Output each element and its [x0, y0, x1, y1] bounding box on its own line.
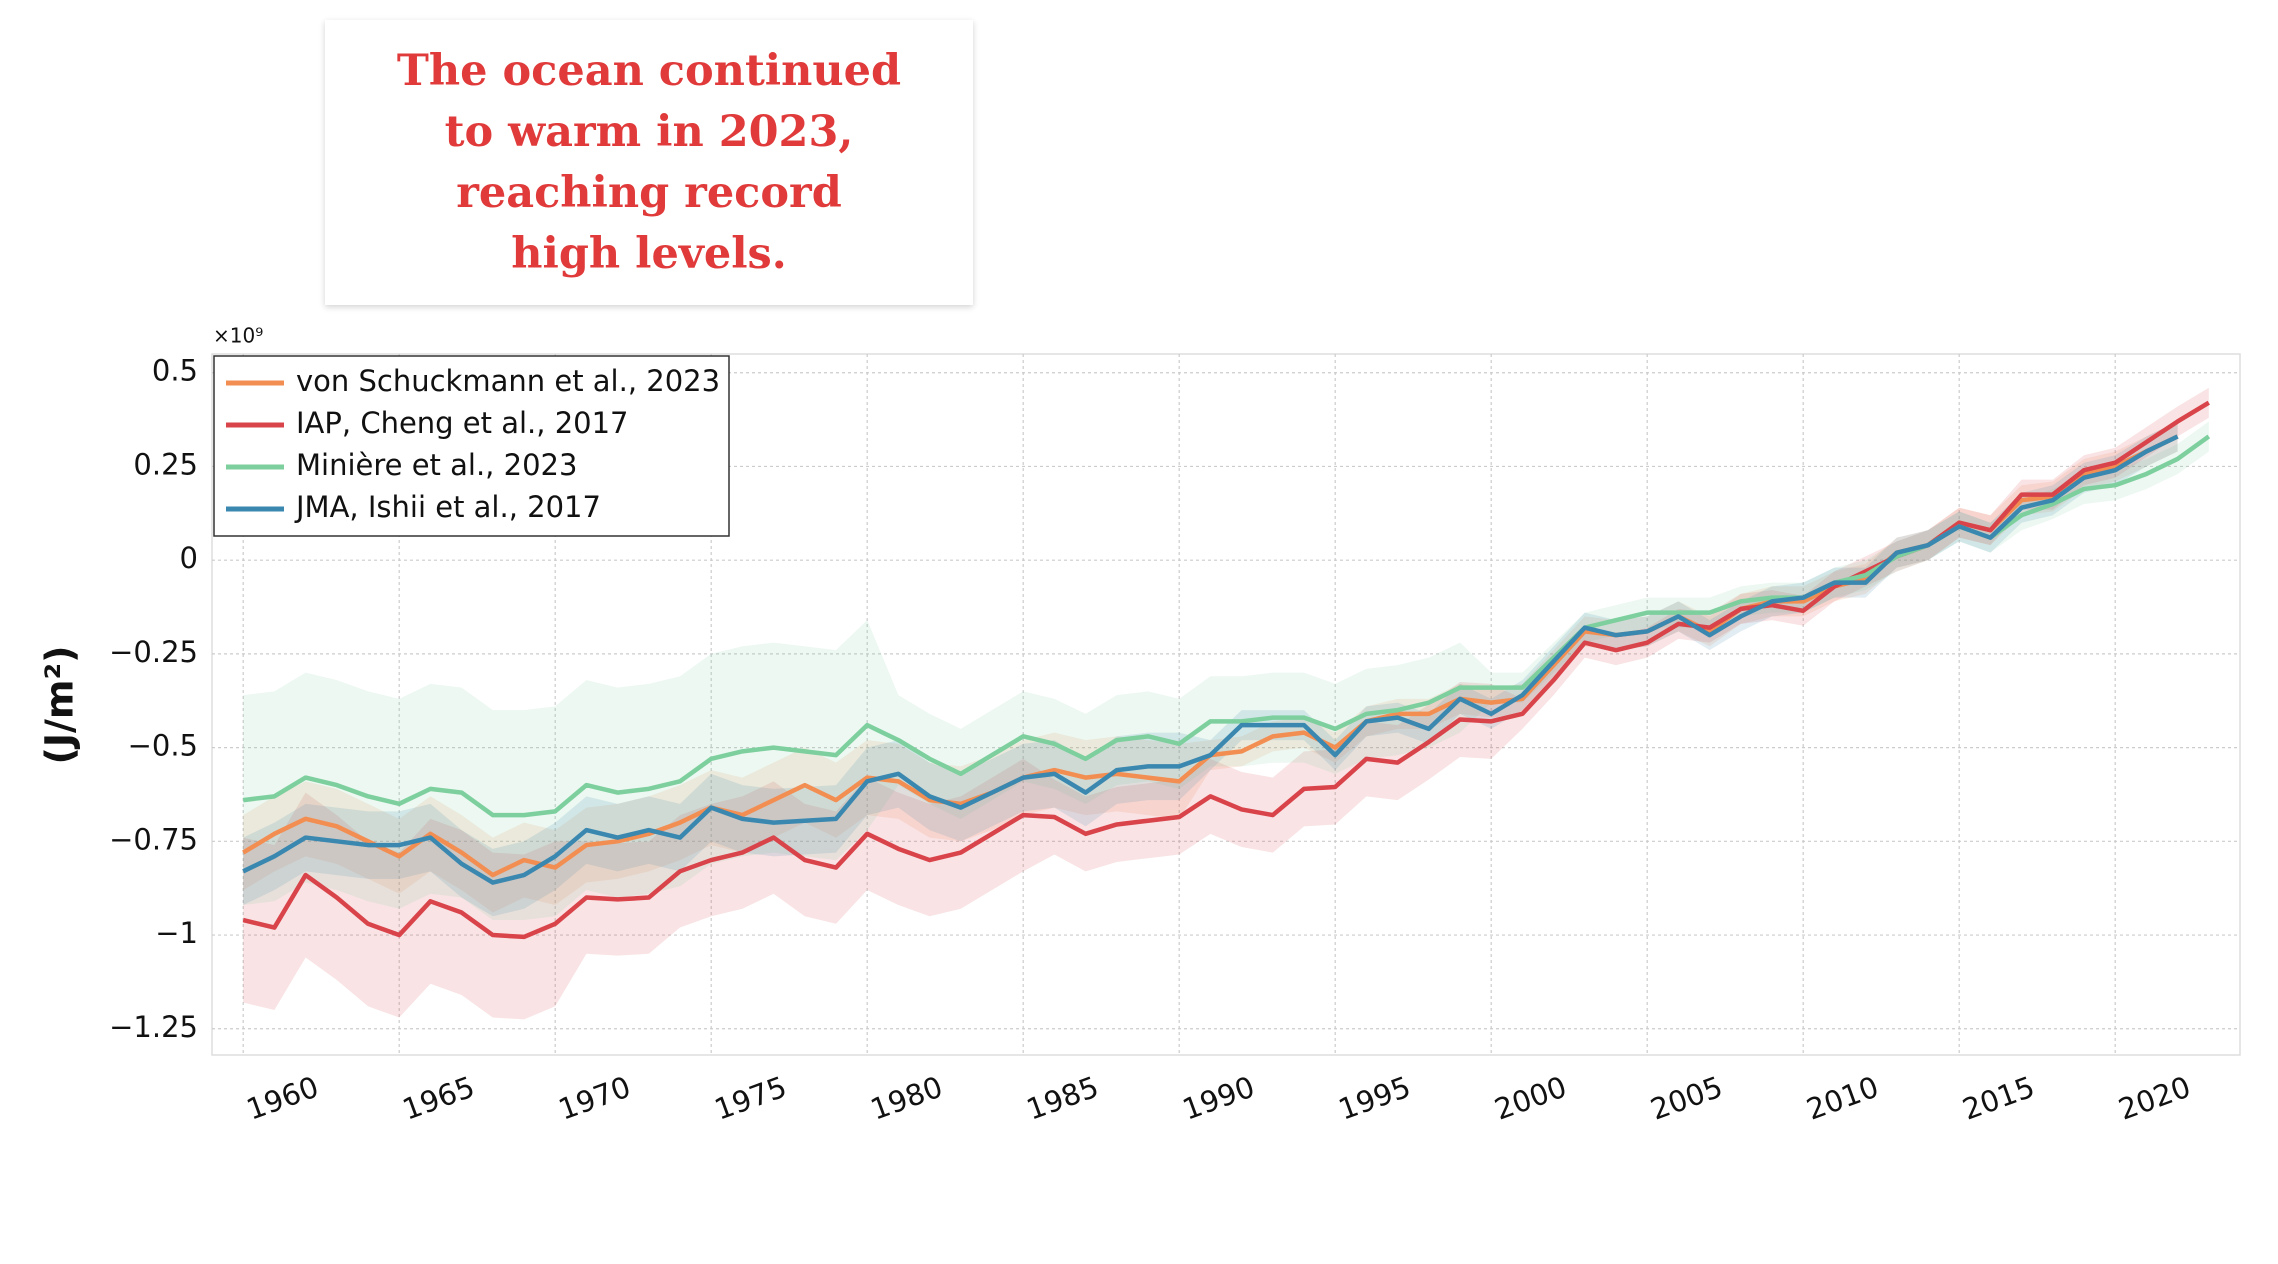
x-tick-label: 1990 [1178, 1070, 1259, 1127]
uncertainty-band [243, 421, 2178, 917]
y-tick-label: −0.5 [128, 729, 198, 763]
x-tick-label: 1975 [710, 1070, 791, 1127]
legend: von Schuckmann et al., 2023 IAP, Cheng et… [213, 355, 730, 537]
uncertainty-band [243, 421, 2178, 913]
y-tick-label: −0.25 [109, 635, 198, 669]
legend-label: JMA, Ishii et al., 2017 [294, 490, 601, 524]
y-axis-label: (J/m²) [38, 646, 82, 765]
x-tick-label: 1985 [1022, 1070, 1103, 1127]
legend-label: von Schuckmann et al., 2023 [296, 364, 720, 398]
x-tick-label: 2020 [2114, 1070, 2195, 1127]
legend-label: IAP, Cheng et al., 2017 [296, 406, 629, 440]
y-tick-label: −1 [155, 916, 198, 950]
title-card: The ocean continued to warm in 2023, rea… [325, 20, 973, 305]
y-tick-label: 0 [180, 541, 198, 575]
x-tick-label: 1980 [866, 1070, 947, 1127]
x-tick-label: 2005 [1646, 1070, 1727, 1127]
legend-label: Minière et al., 2023 [296, 448, 577, 482]
y-tick-label: −0.75 [109, 822, 198, 856]
uncertainty-band [243, 421, 2209, 921]
chart-title: The ocean continued to warm in 2023, rea… [396, 45, 902, 279]
x-tick-label: 2000 [1490, 1070, 1571, 1127]
uncertainty-band [243, 387, 2209, 1020]
x-tick-label: 1960 [242, 1070, 323, 1127]
y-offset-label: ×10⁹ [213, 324, 263, 348]
y-tick-label: 0.5 [152, 354, 198, 388]
y-tick-label: 0.25 [133, 447, 198, 481]
y-tick-label: −1.25 [109, 1010, 198, 1044]
x-tick-label: 2015 [1958, 1070, 2039, 1127]
x-tick-label: 2010 [1802, 1070, 1883, 1127]
x-tick-label: 1995 [1334, 1070, 1415, 1127]
legend-box [213, 355, 730, 537]
x-tick-label: 1965 [398, 1070, 479, 1127]
x-tick-label: 1970 [554, 1070, 635, 1127]
series-line [242, 434, 2179, 885]
